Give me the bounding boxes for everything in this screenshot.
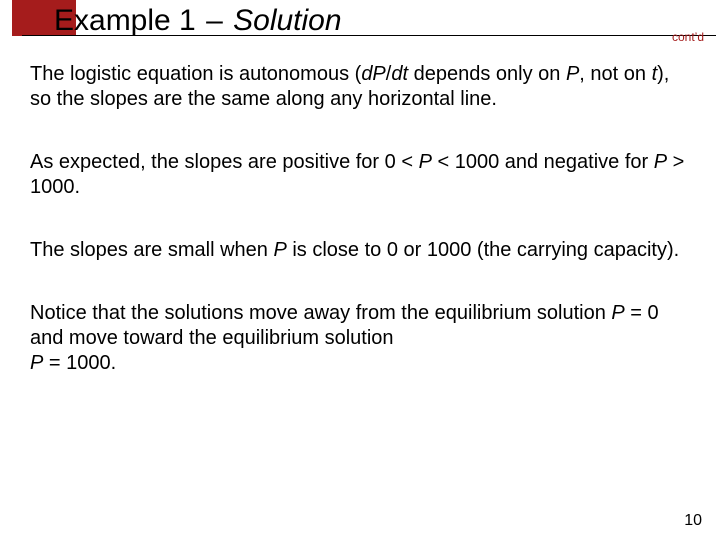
title-separator: – (204, 4, 225, 37)
text: = 1000. (43, 352, 116, 374)
page-number: 10 (684, 512, 702, 530)
text-italic: P (273, 239, 286, 261)
contd-label: cont’d (672, 30, 704, 44)
text-italic: P (566, 63, 579, 85)
text-italic: P (30, 352, 43, 374)
text-italic: dt (391, 63, 408, 85)
slide: Example 1 – Solution cont’d The logistic… (0, 0, 720, 540)
text: The slopes are small when (30, 239, 273, 261)
text: The logistic equation is autonomous ( (30, 63, 361, 85)
text: Notice that the solutions move away from… (30, 302, 611, 324)
text-italic: P (611, 302, 624, 324)
paragraph-3: The slopes are small when P is close to … (30, 238, 690, 263)
text-italic: dP (361, 63, 385, 85)
paragraph-4: Notice that the solutions move away from… (30, 301, 690, 376)
paragraph-1: The logistic equation is autonomous (dP/… (30, 62, 690, 112)
title-solution: Solution (233, 4, 341, 37)
text: depends only on (408, 63, 566, 85)
text-italic: P (654, 151, 667, 173)
text: , not on (579, 63, 651, 85)
text: is close to 0 or 1000 (the carrying capa… (287, 239, 679, 261)
text: As expected, the slopes are positive for… (30, 151, 419, 173)
text: < 1000 and negative for (432, 151, 654, 173)
text-italic: P (419, 151, 432, 173)
slide-title: Example 1 – Solution (54, 4, 342, 38)
title-example: Example 1 (54, 4, 196, 37)
body-text: The logistic equation is autonomous (dP/… (30, 62, 690, 376)
paragraph-2: As expected, the slopes are positive for… (30, 150, 690, 200)
